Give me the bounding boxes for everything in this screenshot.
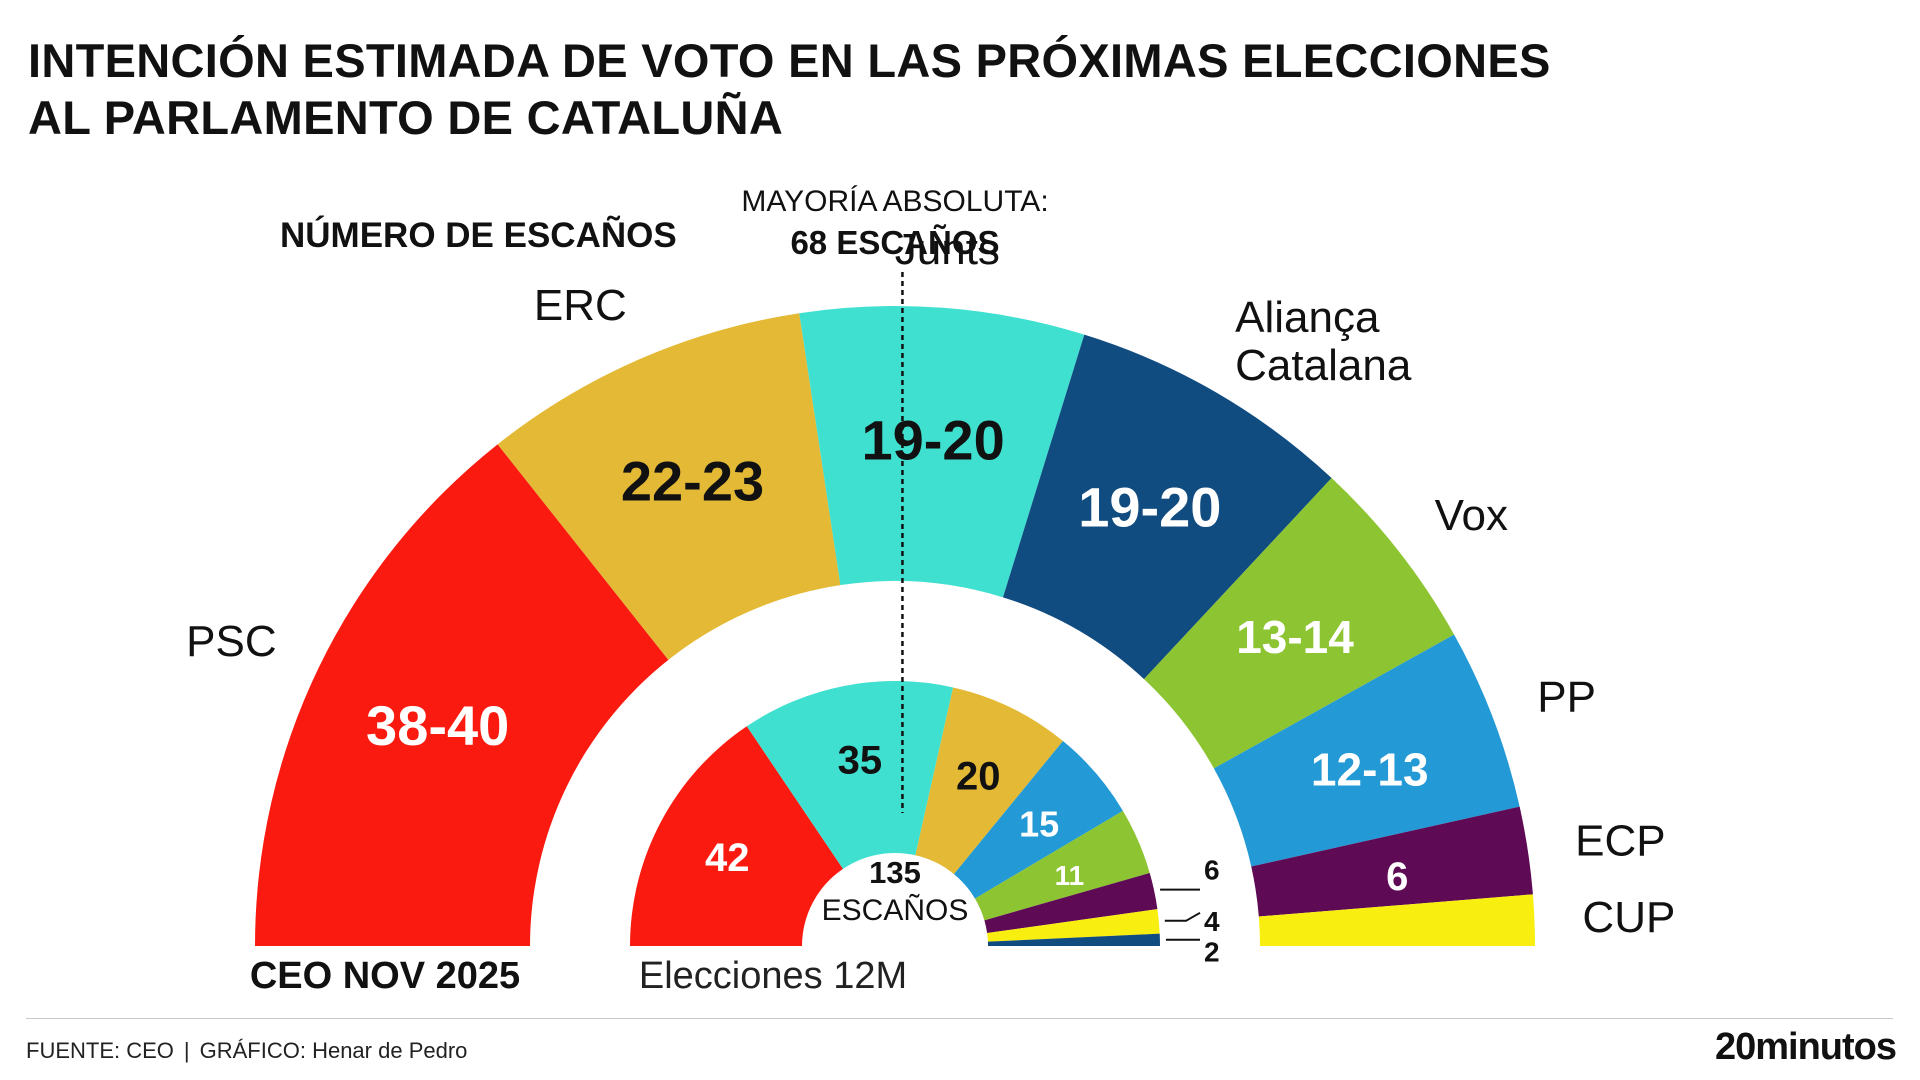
inner-callout-value-ecp: 6 [1204, 855, 1220, 886]
party-label-alianca-catalana-line-2: Catalana [1235, 341, 1412, 390]
party-label-erc: ERC [534, 281, 627, 330]
inner-value-erc: 20 [956, 755, 1001, 799]
party-label-ecp: ECP [1575, 817, 1665, 866]
outer-segment-pp [1213, 634, 1520, 867]
graphic-credit: GRÁFICO: Henar de Pedro [199, 1038, 468, 1063]
outer-value-labels: 38-40 22-23 19-20 19-20 13-14 12-13 6 [366, 409, 1429, 900]
seats-subtitle: NÚMERO DE ESCAÑOS [280, 215, 677, 255]
inner-callout-line-cup [1164, 911, 1201, 922]
inner-value-junts: 35 [838, 739, 883, 783]
outer-value-junts: 19-20 [861, 409, 1004, 472]
inner-callout-value-alianca-catalana: 2 [1204, 937, 1220, 968]
source-label: FUENTE: CEO [26, 1038, 174, 1063]
party-label-junts: Junts [895, 225, 1000, 274]
small-seat-callouts: 6 42 [1160, 855, 1220, 968]
inner-segment-ecp [984, 872, 1158, 934]
chart-title-line-2: AL PARLAMENTO DE CATALUÑA [28, 91, 784, 144]
outer-value-erc: 22-23 [621, 449, 764, 512]
outer-segment-ecp [1251, 806, 1533, 917]
inner-value-labels: 42 35 20 15 11 [705, 739, 1084, 891]
total-seats-number: 135 [869, 855, 921, 890]
outer-value-alianca-catalana: 19-20 [1078, 476, 1221, 539]
outer-segment-junts [799, 306, 1085, 598]
majority-label: MAYORÍA ABSOLUTA: [741, 185, 1048, 218]
outer-segment-psc [255, 444, 669, 946]
source-separator: | [183, 1038, 190, 1063]
party-label-vox: Vox [1435, 491, 1508, 540]
inner-segment-pp [953, 741, 1123, 899]
chart-title-line-1: INTENCIÓN ESTIMADA DE VOTO EN LAS PRÓXIM… [28, 34, 1551, 87]
brand-logo: 20minutos [1714, 1026, 1897, 1068]
outer-value-pp: 12-13 [1311, 743, 1429, 795]
outer-segment-vox [1143, 478, 1455, 769]
majority-seats: 68 ESCAÑOS [790, 224, 999, 261]
party-label-alianca-catalana-line-1: Aliança [1235, 293, 1380, 342]
outer-ring-label: CEO NOV 2025 [250, 955, 520, 997]
inner-value-psc: 42 [705, 836, 750, 880]
party-label-cup: CUP [1582, 893, 1675, 942]
chart-title: INTENCIÓN ESTIMADA DE VOTO EN LAS PRÓXIM… [28, 32, 1551, 146]
party-label-pp: PP [1537, 673, 1596, 722]
inner-ring-label: Elecciones 12M [639, 955, 907, 997]
inner-value-pp: 15 [1019, 804, 1059, 845]
total-seats-unit: ESCAÑOS [822, 893, 969, 927]
outer-value-psc: 38-40 [366, 694, 509, 757]
inner-hemicycle [630, 681, 1160, 946]
outer-hemicycle [255, 306, 1535, 946]
inner-segment-alianca-catalana [987, 933, 1160, 946]
outer-segment-cup [1258, 894, 1535, 946]
hemicycle-chart: 38-40 22-23 19-20 19-20 13-14 12-13 6 42 35 20 15… [186, 185, 1675, 997]
inner-callout-value-cup: 4 [1204, 906, 1220, 937]
footer-divider [26, 1018, 1893, 1019]
source-credit: FUENTE: CEO | GRÁFICO: Henar de Pedro [26, 1038, 467, 1064]
outer-segment-alianca-catalana [1002, 334, 1332, 680]
inner-segment-erc [915, 687, 1063, 875]
outer-segment-erc [497, 313, 841, 660]
outer-value-vox: 13-14 [1236, 611, 1354, 663]
inner-segment-junts [746, 681, 954, 869]
outer-value-ecp: 6 [1386, 855, 1408, 899]
inner-value-vox: 11 [1055, 860, 1085, 891]
party-label-psc: PSC [186, 617, 276, 666]
inner-segment-vox [974, 810, 1150, 921]
inner-segment-psc [630, 726, 843, 946]
inner-segment-cup [987, 909, 1160, 942]
